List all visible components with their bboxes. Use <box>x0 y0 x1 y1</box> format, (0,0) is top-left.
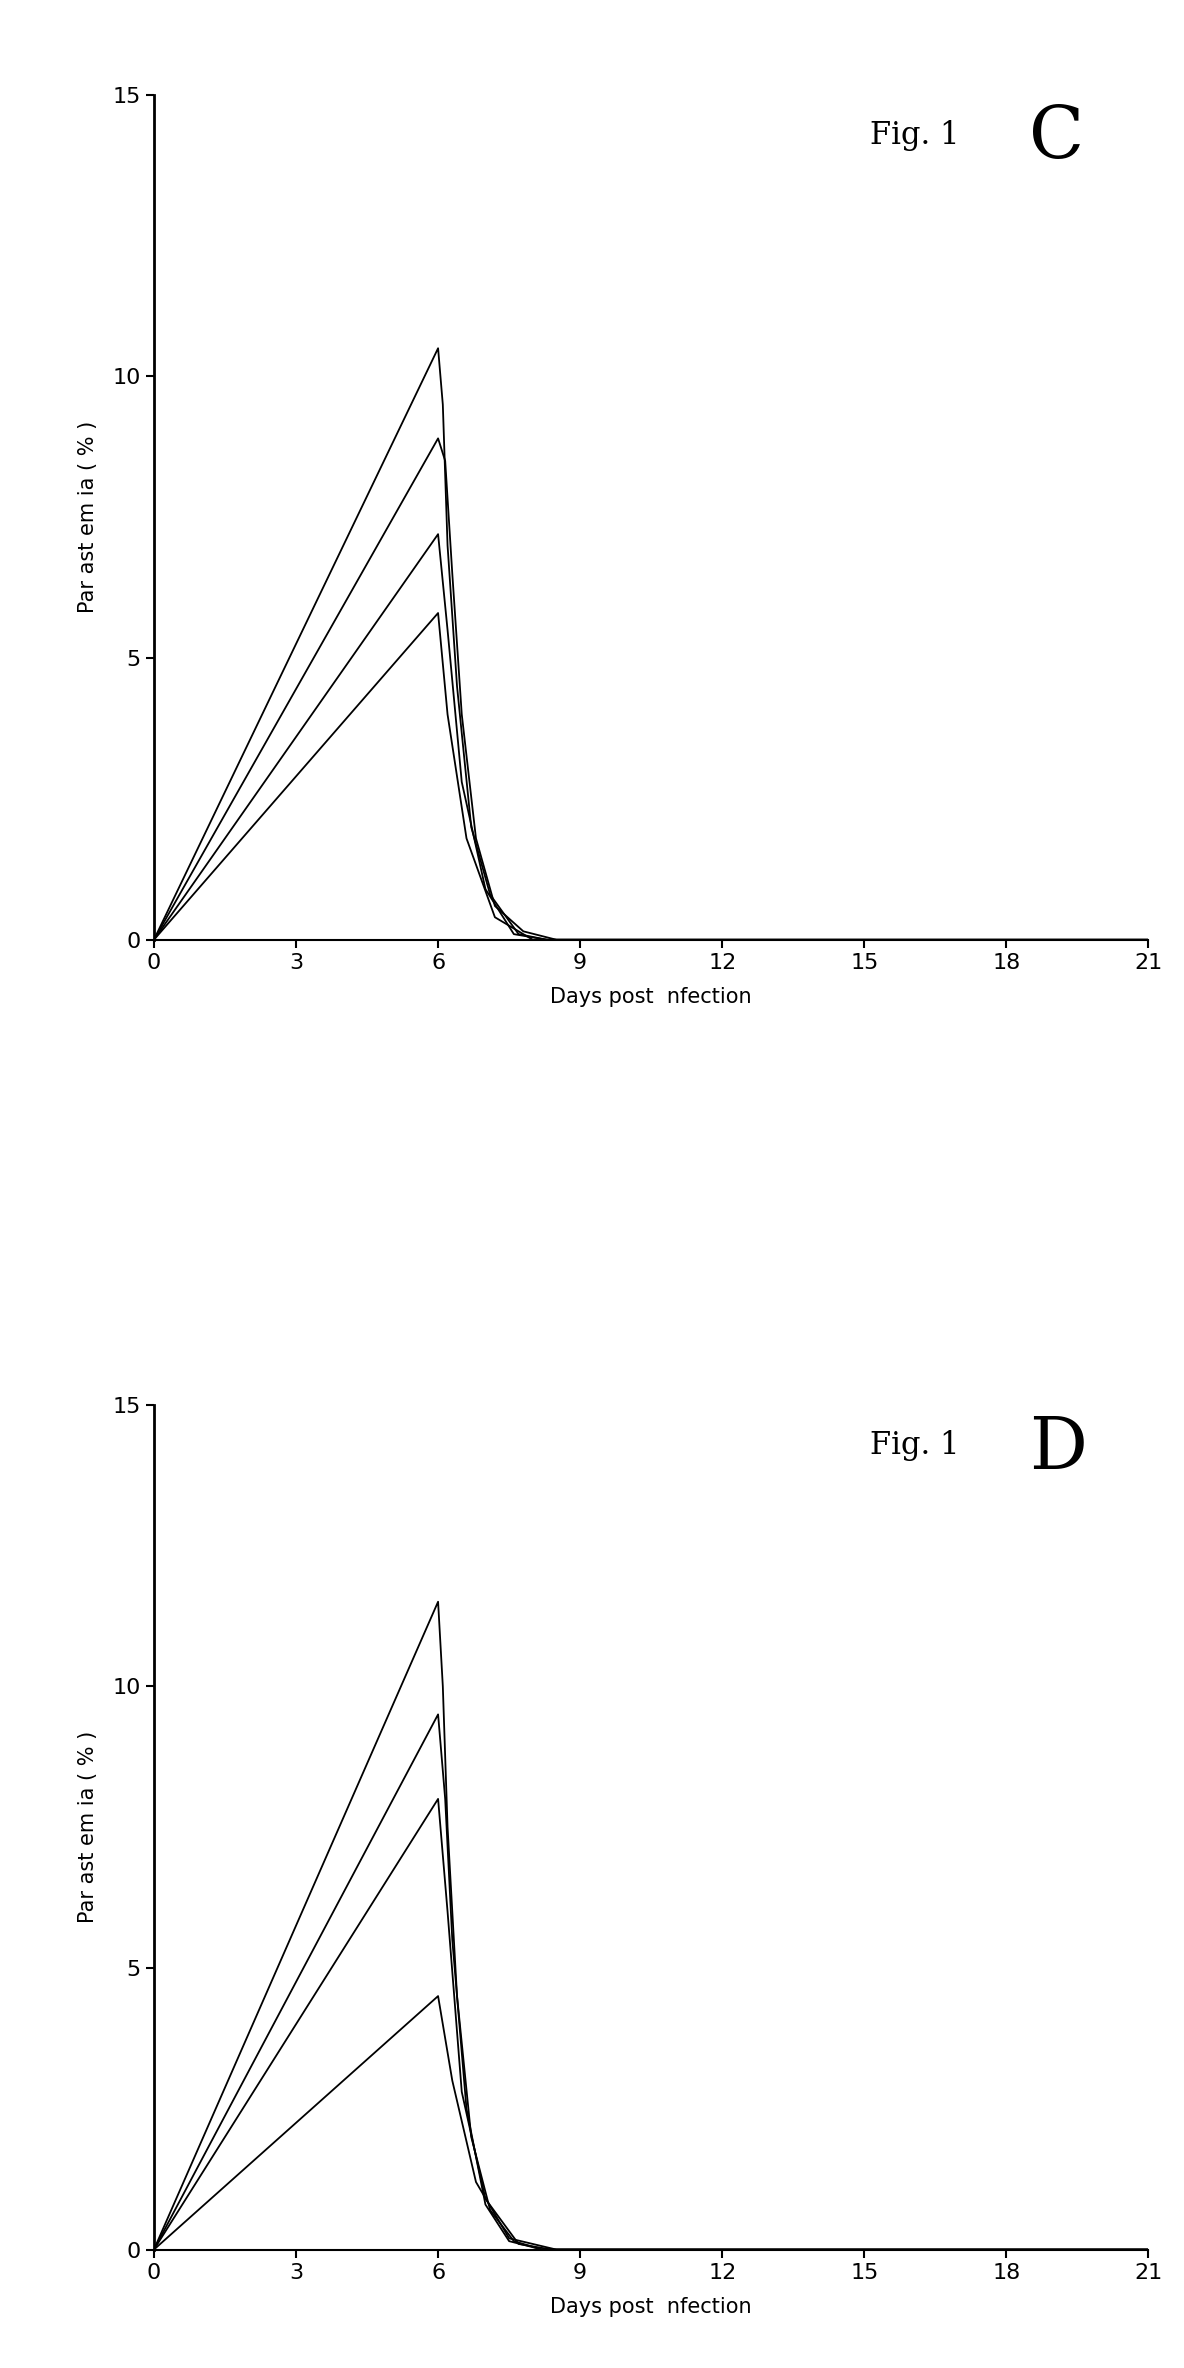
Text: D: D <box>1029 1414 1087 1482</box>
Y-axis label: Par ast em ia ( % ): Par ast em ia ( % ) <box>78 422 98 613</box>
Text: Fig. 1: Fig. 1 <box>870 1430 959 1461</box>
X-axis label: Days post  nfection: Days post nfection <box>551 2297 752 2316</box>
Text: C: C <box>1029 104 1085 173</box>
Y-axis label: Par ast em ia ( % ): Par ast em ia ( % ) <box>78 1731 98 1923</box>
Text: Fig. 1: Fig. 1 <box>870 121 959 152</box>
X-axis label: Days post  nfection: Days post nfection <box>551 987 752 1006</box>
